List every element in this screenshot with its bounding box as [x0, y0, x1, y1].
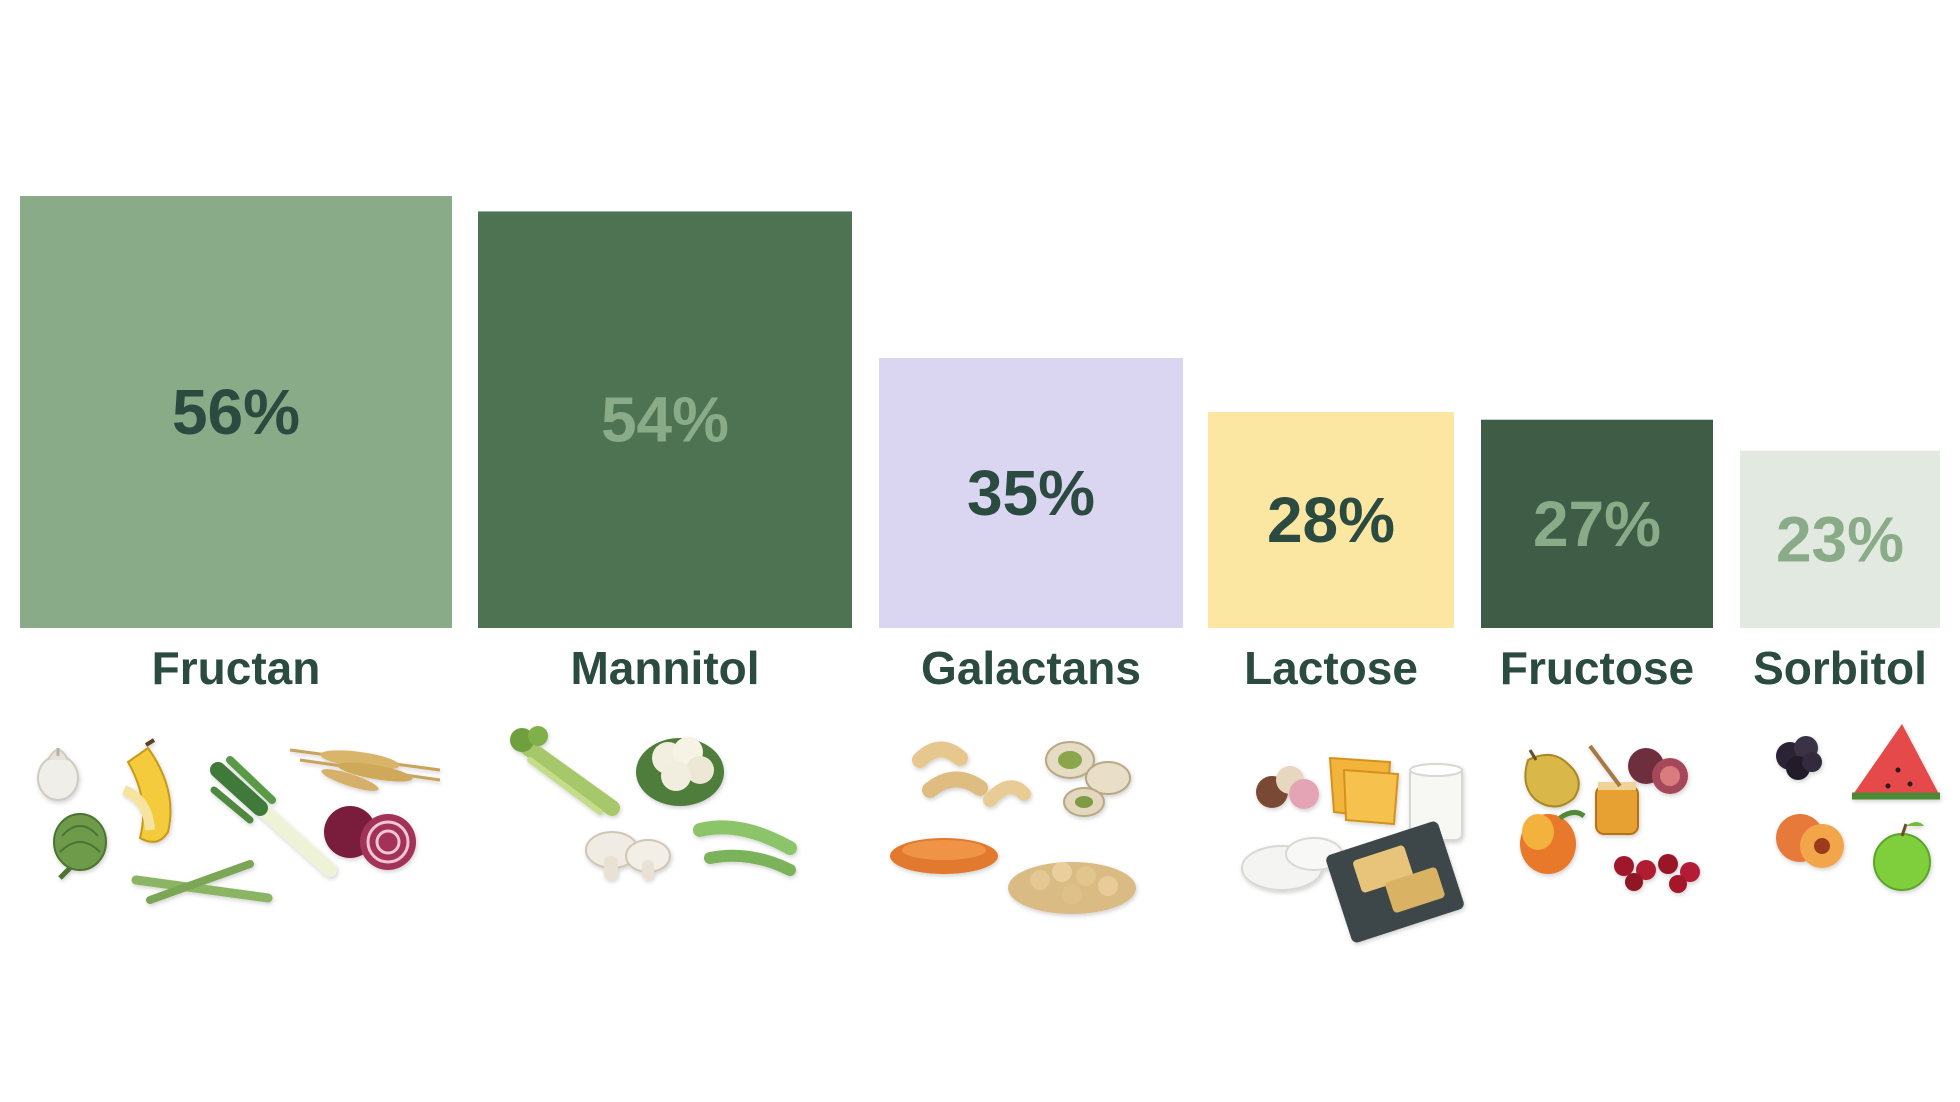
category-label-galactans: Galactans [921, 642, 1141, 694]
value-label-fructose: 27% [1533, 488, 1661, 560]
sorbitol-foods-group [1776, 724, 1940, 891]
cheese-slice-icon [1328, 756, 1400, 826]
artichoke-icon [53, 813, 107, 880]
red-lentils-icon [890, 838, 998, 874]
bars-group [20, 196, 1940, 628]
bar-fructan [20, 196, 452, 628]
cherries-icon [1614, 854, 1700, 893]
snow-peas-icon [693, 820, 797, 876]
bar-sorbitol [1740, 450, 1940, 628]
category-label-sorbitol: Sorbitol [1753, 642, 1927, 694]
chickpeas-icon [1008, 862, 1136, 914]
blackberries-icon [1776, 736, 1822, 780]
cashew-icon [912, 741, 1031, 807]
milk-glass-icon [1409, 763, 1463, 841]
red-onion-icon [324, 806, 416, 870]
value-label-sorbitol: 23% [1776, 503, 1904, 575]
category-label-mannitol: Mannitol [570, 642, 759, 694]
pear-icon [1524, 749, 1580, 808]
leek-icon [210, 756, 337, 877]
pistachio-icon [1045, 741, 1131, 817]
fructan-foods-group [37, 738, 441, 904]
lactose-foods-group [1241, 756, 1464, 943]
wheat-icon [289, 748, 441, 791]
green-apple-icon [1873, 822, 1931, 891]
honey-icon [1588, 744, 1639, 835]
category-label-lactose: Lactose [1244, 642, 1418, 694]
value-label-lactose: 28% [1267, 484, 1395, 556]
category-label-fructose: Fructose [1500, 642, 1694, 694]
value-labels-group: 56% 54% 35% 28% 27% 23% [172, 376, 1904, 575]
bar-mannitol [478, 211, 852, 628]
mango-icon [1520, 810, 1586, 874]
bar-lactose [1208, 412, 1454, 628]
cauliflower-icon [636, 737, 724, 806]
fig-icon [1628, 748, 1688, 794]
mushroom-icon [585, 831, 671, 880]
peach-icon [1776, 814, 1844, 868]
garlic-icon [37, 748, 79, 801]
halloumi-icon [1326, 821, 1464, 943]
galactans-foods-group [890, 741, 1136, 914]
ice-cream-icon [1256, 766, 1319, 809]
mannitol-foods-group [510, 726, 797, 880]
asparagus-icon [131, 860, 273, 904]
watermelon-icon [1852, 724, 1940, 800]
bar-fructose [1481, 419, 1713, 628]
celery-icon [510, 726, 620, 816]
value-label-mannitol: 54% [601, 384, 729, 456]
bar-galactans [879, 358, 1183, 628]
banana-icon [121, 738, 172, 843]
fructose-foods-group [1520, 744, 1700, 893]
category-labels-group: Fructan Mannitol Galactans Lactose Fructose S… [152, 642, 1927, 694]
value-label-fructan: 56% [172, 376, 300, 448]
ricotta-icon [1241, 837, 1343, 891]
value-label-galactans: 35% [967, 457, 1095, 529]
category-label-fructan: Fructan [152, 642, 321, 694]
